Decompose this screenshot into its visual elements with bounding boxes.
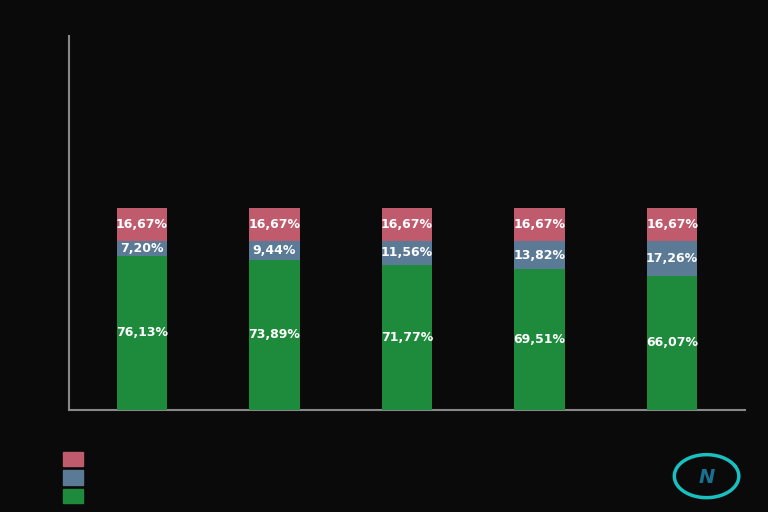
Legend: , , : , , bbox=[62, 452, 88, 504]
Text: 16,67%: 16,67% bbox=[249, 218, 300, 231]
Bar bbox=[117, 241, 167, 256]
Text: 66,07%: 66,07% bbox=[646, 336, 698, 349]
Text: 73,89%: 73,89% bbox=[249, 329, 300, 342]
Bar bbox=[647, 241, 697, 276]
Text: 69,51%: 69,51% bbox=[514, 333, 565, 346]
Bar bbox=[647, 276, 697, 410]
Bar bbox=[515, 207, 564, 241]
Text: 7,20%: 7,20% bbox=[121, 242, 164, 255]
Bar bbox=[382, 265, 432, 410]
Text: 16,67%: 16,67% bbox=[514, 218, 565, 231]
Bar bbox=[515, 269, 564, 410]
Bar bbox=[382, 241, 432, 265]
Bar bbox=[250, 207, 300, 241]
Text: 16,67%: 16,67% bbox=[646, 218, 698, 231]
Bar bbox=[647, 207, 697, 241]
Bar bbox=[515, 241, 564, 269]
Text: 11,56%: 11,56% bbox=[381, 246, 433, 260]
Text: 76,13%: 76,13% bbox=[116, 326, 168, 339]
Text: 16,67%: 16,67% bbox=[116, 218, 168, 231]
Text: 9,44%: 9,44% bbox=[253, 244, 296, 258]
Bar bbox=[250, 241, 300, 260]
Text: 16,67%: 16,67% bbox=[381, 218, 433, 231]
Text: N: N bbox=[698, 467, 715, 487]
Text: 13,82%: 13,82% bbox=[514, 249, 565, 262]
Bar bbox=[382, 207, 432, 241]
Bar bbox=[117, 256, 167, 410]
Bar bbox=[117, 207, 167, 241]
Bar bbox=[250, 260, 300, 410]
Text: 17,26%: 17,26% bbox=[646, 252, 698, 265]
Text: 71,77%: 71,77% bbox=[381, 331, 433, 344]
